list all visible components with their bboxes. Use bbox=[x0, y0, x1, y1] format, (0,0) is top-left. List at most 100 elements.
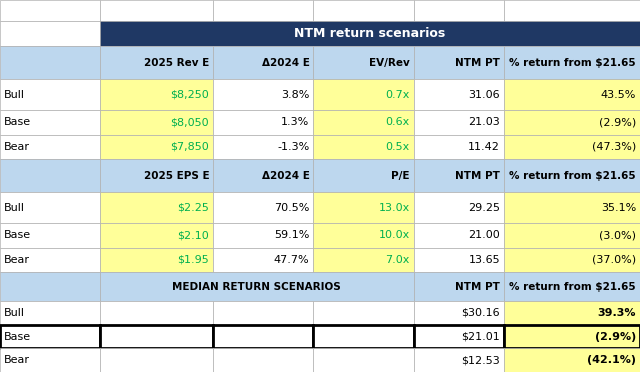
Text: Δ2024 E: Δ2024 E bbox=[262, 171, 309, 181]
Bar bbox=[0, 325, 100, 348]
Text: P/E: P/E bbox=[391, 171, 410, 181]
Text: 31.06: 31.06 bbox=[468, 90, 500, 100]
Bar bbox=[504, 272, 640, 301]
Bar bbox=[413, 348, 504, 372]
Text: NTM return scenarios: NTM return scenarios bbox=[294, 27, 445, 40]
Text: $21.01: $21.01 bbox=[461, 331, 500, 341]
Bar bbox=[413, 301, 504, 325]
Bar bbox=[314, 135, 413, 159]
Bar bbox=[504, 110, 640, 135]
Bar bbox=[413, 325, 504, 348]
Text: (37.0%): (37.0%) bbox=[592, 255, 636, 265]
Bar bbox=[100, 325, 213, 348]
Bar bbox=[314, 348, 413, 372]
Text: 13.65: 13.65 bbox=[468, 255, 500, 265]
Bar bbox=[213, 110, 314, 135]
Bar bbox=[100, 248, 213, 272]
Text: $2.10: $2.10 bbox=[177, 230, 209, 240]
Bar bbox=[314, 301, 413, 325]
Bar bbox=[413, 0, 504, 20]
Text: 70.5%: 70.5% bbox=[274, 203, 309, 212]
Text: % return from $21.65: % return from $21.65 bbox=[509, 282, 636, 292]
Bar bbox=[413, 159, 504, 192]
Text: Base: Base bbox=[4, 331, 31, 341]
Text: NTM PT: NTM PT bbox=[455, 282, 500, 292]
Bar bbox=[413, 248, 504, 272]
Text: 0.5x: 0.5x bbox=[385, 142, 410, 152]
Text: (3.0%): (3.0%) bbox=[599, 230, 636, 240]
Text: 2025 Rev E: 2025 Rev E bbox=[144, 58, 209, 68]
Text: $7,850: $7,850 bbox=[170, 142, 209, 152]
Bar bbox=[314, 0, 413, 20]
Bar bbox=[213, 135, 314, 159]
Text: 47.7%: 47.7% bbox=[274, 255, 309, 265]
Text: Bear: Bear bbox=[4, 255, 30, 265]
Text: (42.1%): (42.1%) bbox=[587, 355, 636, 365]
Text: 2025 EPS E: 2025 EPS E bbox=[143, 171, 209, 181]
Bar bbox=[0, 20, 100, 46]
Bar bbox=[213, 248, 314, 272]
Bar bbox=[213, 301, 314, 325]
Bar bbox=[213, 192, 314, 223]
Bar bbox=[213, 325, 314, 348]
Bar bbox=[504, 192, 640, 223]
Bar bbox=[100, 0, 213, 20]
Text: -1.3%: -1.3% bbox=[277, 142, 309, 152]
Bar bbox=[100, 159, 213, 192]
Text: 35.1%: 35.1% bbox=[601, 203, 636, 212]
Text: (47.3%): (47.3%) bbox=[592, 142, 636, 152]
Bar bbox=[213, 46, 314, 79]
Text: 11.42: 11.42 bbox=[468, 142, 500, 152]
Bar bbox=[413, 46, 504, 79]
Text: 3.8%: 3.8% bbox=[281, 90, 309, 100]
Text: 21.00: 21.00 bbox=[468, 230, 500, 240]
Bar bbox=[0, 301, 100, 325]
Bar bbox=[314, 192, 413, 223]
Bar bbox=[504, 223, 640, 248]
Bar bbox=[413, 272, 504, 301]
Bar bbox=[413, 192, 504, 223]
Text: Bull: Bull bbox=[4, 308, 25, 318]
Text: 0.6x: 0.6x bbox=[385, 117, 410, 127]
Text: EV/Rev: EV/Rev bbox=[369, 58, 410, 68]
Bar bbox=[100, 348, 213, 372]
Text: 13.0x: 13.0x bbox=[378, 203, 410, 212]
Bar bbox=[100, 192, 213, 223]
Bar bbox=[504, 248, 640, 272]
Bar bbox=[0, 248, 100, 272]
Bar bbox=[213, 79, 314, 110]
Text: Bear: Bear bbox=[4, 142, 30, 152]
Bar bbox=[0, 135, 100, 159]
Text: NTM PT: NTM PT bbox=[455, 171, 500, 181]
Text: 7.0x: 7.0x bbox=[385, 255, 410, 265]
Bar bbox=[100, 46, 213, 79]
Bar bbox=[213, 223, 314, 248]
Bar bbox=[314, 79, 413, 110]
Text: 59.1%: 59.1% bbox=[274, 230, 309, 240]
Text: 39.3%: 39.3% bbox=[598, 308, 636, 318]
Bar bbox=[213, 325, 314, 348]
Bar bbox=[0, 79, 100, 110]
Text: 21.03: 21.03 bbox=[468, 117, 500, 127]
Text: $12.53: $12.53 bbox=[461, 355, 500, 365]
Bar bbox=[504, 159, 640, 192]
Text: Bull: Bull bbox=[4, 90, 25, 100]
Bar bbox=[0, 348, 100, 372]
Text: 10.0x: 10.0x bbox=[378, 230, 410, 240]
Bar bbox=[314, 325, 413, 348]
Text: 29.25: 29.25 bbox=[468, 203, 500, 212]
Bar bbox=[413, 223, 504, 248]
Bar bbox=[504, 348, 640, 372]
Text: % return from $21.65: % return from $21.65 bbox=[509, 58, 636, 68]
Bar bbox=[504, 79, 640, 110]
Bar bbox=[100, 272, 413, 301]
Bar bbox=[100, 301, 213, 325]
Text: $8,050: $8,050 bbox=[170, 117, 209, 127]
Text: Bull: Bull bbox=[4, 203, 25, 212]
Bar bbox=[504, 135, 640, 159]
Bar bbox=[314, 223, 413, 248]
Bar bbox=[314, 159, 413, 192]
Bar bbox=[0, 223, 100, 248]
Bar bbox=[413, 79, 504, 110]
Text: (2.9%): (2.9%) bbox=[599, 117, 636, 127]
